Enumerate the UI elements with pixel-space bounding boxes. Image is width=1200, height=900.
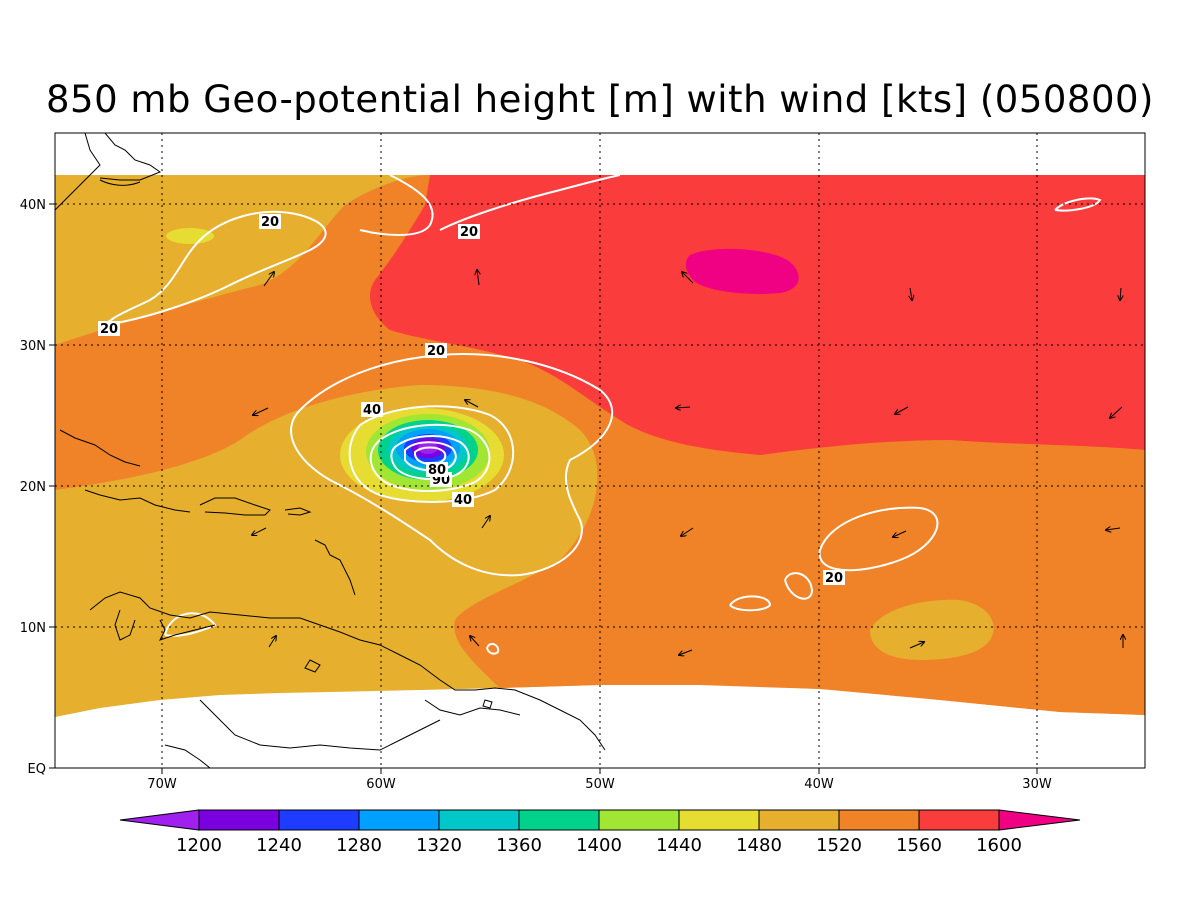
wind-contours [104, 174, 1102, 655]
colorbar-label: 1560 [896, 835, 942, 856]
colorbar-high-end [998, 809, 1081, 831]
colorbar-label: 1520 [816, 835, 862, 856]
lon-label-40w: 40W [804, 777, 834, 792]
colorbar-cell [438, 809, 520, 831]
wind-vectors [252, 270, 1123, 655]
colorbar-cell [758, 809, 840, 831]
lat-label-20n: 20N [20, 480, 46, 495]
colorbar-cell [198, 809, 280, 831]
colorbar-cell [678, 809, 760, 831]
lat-label-40n: 40N [20, 198, 46, 213]
colorbar-low-end [119, 809, 200, 831]
colorbar-cell [598, 809, 680, 831]
lon-label-60w: 60W [366, 777, 396, 792]
lat-label-eq: EQ [28, 762, 46, 777]
colorbar-label: 1320 [416, 835, 462, 856]
height-fill-1520-east [870, 599, 994, 660]
contour-label: 40 [363, 403, 381, 418]
map-title: 850 mb Geo-potential height [m] with win… [46, 78, 1154, 121]
lon-label-70w: 70W [147, 777, 177, 792]
colorbar-cell [838, 809, 920, 831]
colorbar-cell [278, 809, 360, 831]
colorbar-cell [358, 809, 440, 831]
contour-label: 20 [100, 322, 118, 337]
lon-label-30w: 30W [1022, 777, 1052, 792]
colorbar [119, 809, 1081, 831]
contour-label: 20 [427, 344, 445, 359]
lat-label-30n: 30N [20, 339, 46, 354]
height-fill-1640 [685, 248, 799, 294]
colorbar-label: 1360 [496, 835, 542, 856]
colorbar-cell [918, 809, 1000, 831]
lon-label-50w: 50W [585, 777, 615, 792]
longitude-labels: 70W 60W 50W 40W 30W [147, 777, 1052, 792]
contour-label: 40 [454, 493, 472, 508]
graticule [55, 133, 1145, 768]
lat-label-10n: 10N [20, 621, 46, 636]
colorbar-label: 1480 [736, 835, 782, 856]
axis-ticks [49, 203, 1038, 774]
height-fill-1480-small [166, 228, 214, 244]
colorbar-cell [518, 809, 600, 831]
coastlines [55, 133, 606, 768]
latitude-labels: 40N 30N 20N 10N EQ [20, 198, 46, 777]
colorbar-label: 1240 [256, 835, 302, 856]
contour-label: 20 [460, 225, 478, 240]
colorbar-label: 1600 [976, 835, 1022, 856]
colorbar-labels: 1200 1240 1280 1320 1360 1400 1440 1480 … [176, 835, 1022, 856]
colorbar-label: 1200 [176, 835, 222, 856]
contour-label: 20 [825, 571, 843, 586]
contour-label: 20 [261, 215, 279, 230]
map-area: 20 20 20 20 20 40 40 90 80 [55, 133, 1145, 768]
colorbar-label: 1440 [656, 835, 702, 856]
height-fill-1600 [370, 175, 1145, 455]
colorbar-label: 1400 [576, 835, 622, 856]
contour-labels: 20 20 20 20 20 40 40 90 80 [98, 214, 845, 586]
contour-label: 80 [428, 463, 446, 478]
colorbar-label: 1280 [336, 835, 382, 856]
